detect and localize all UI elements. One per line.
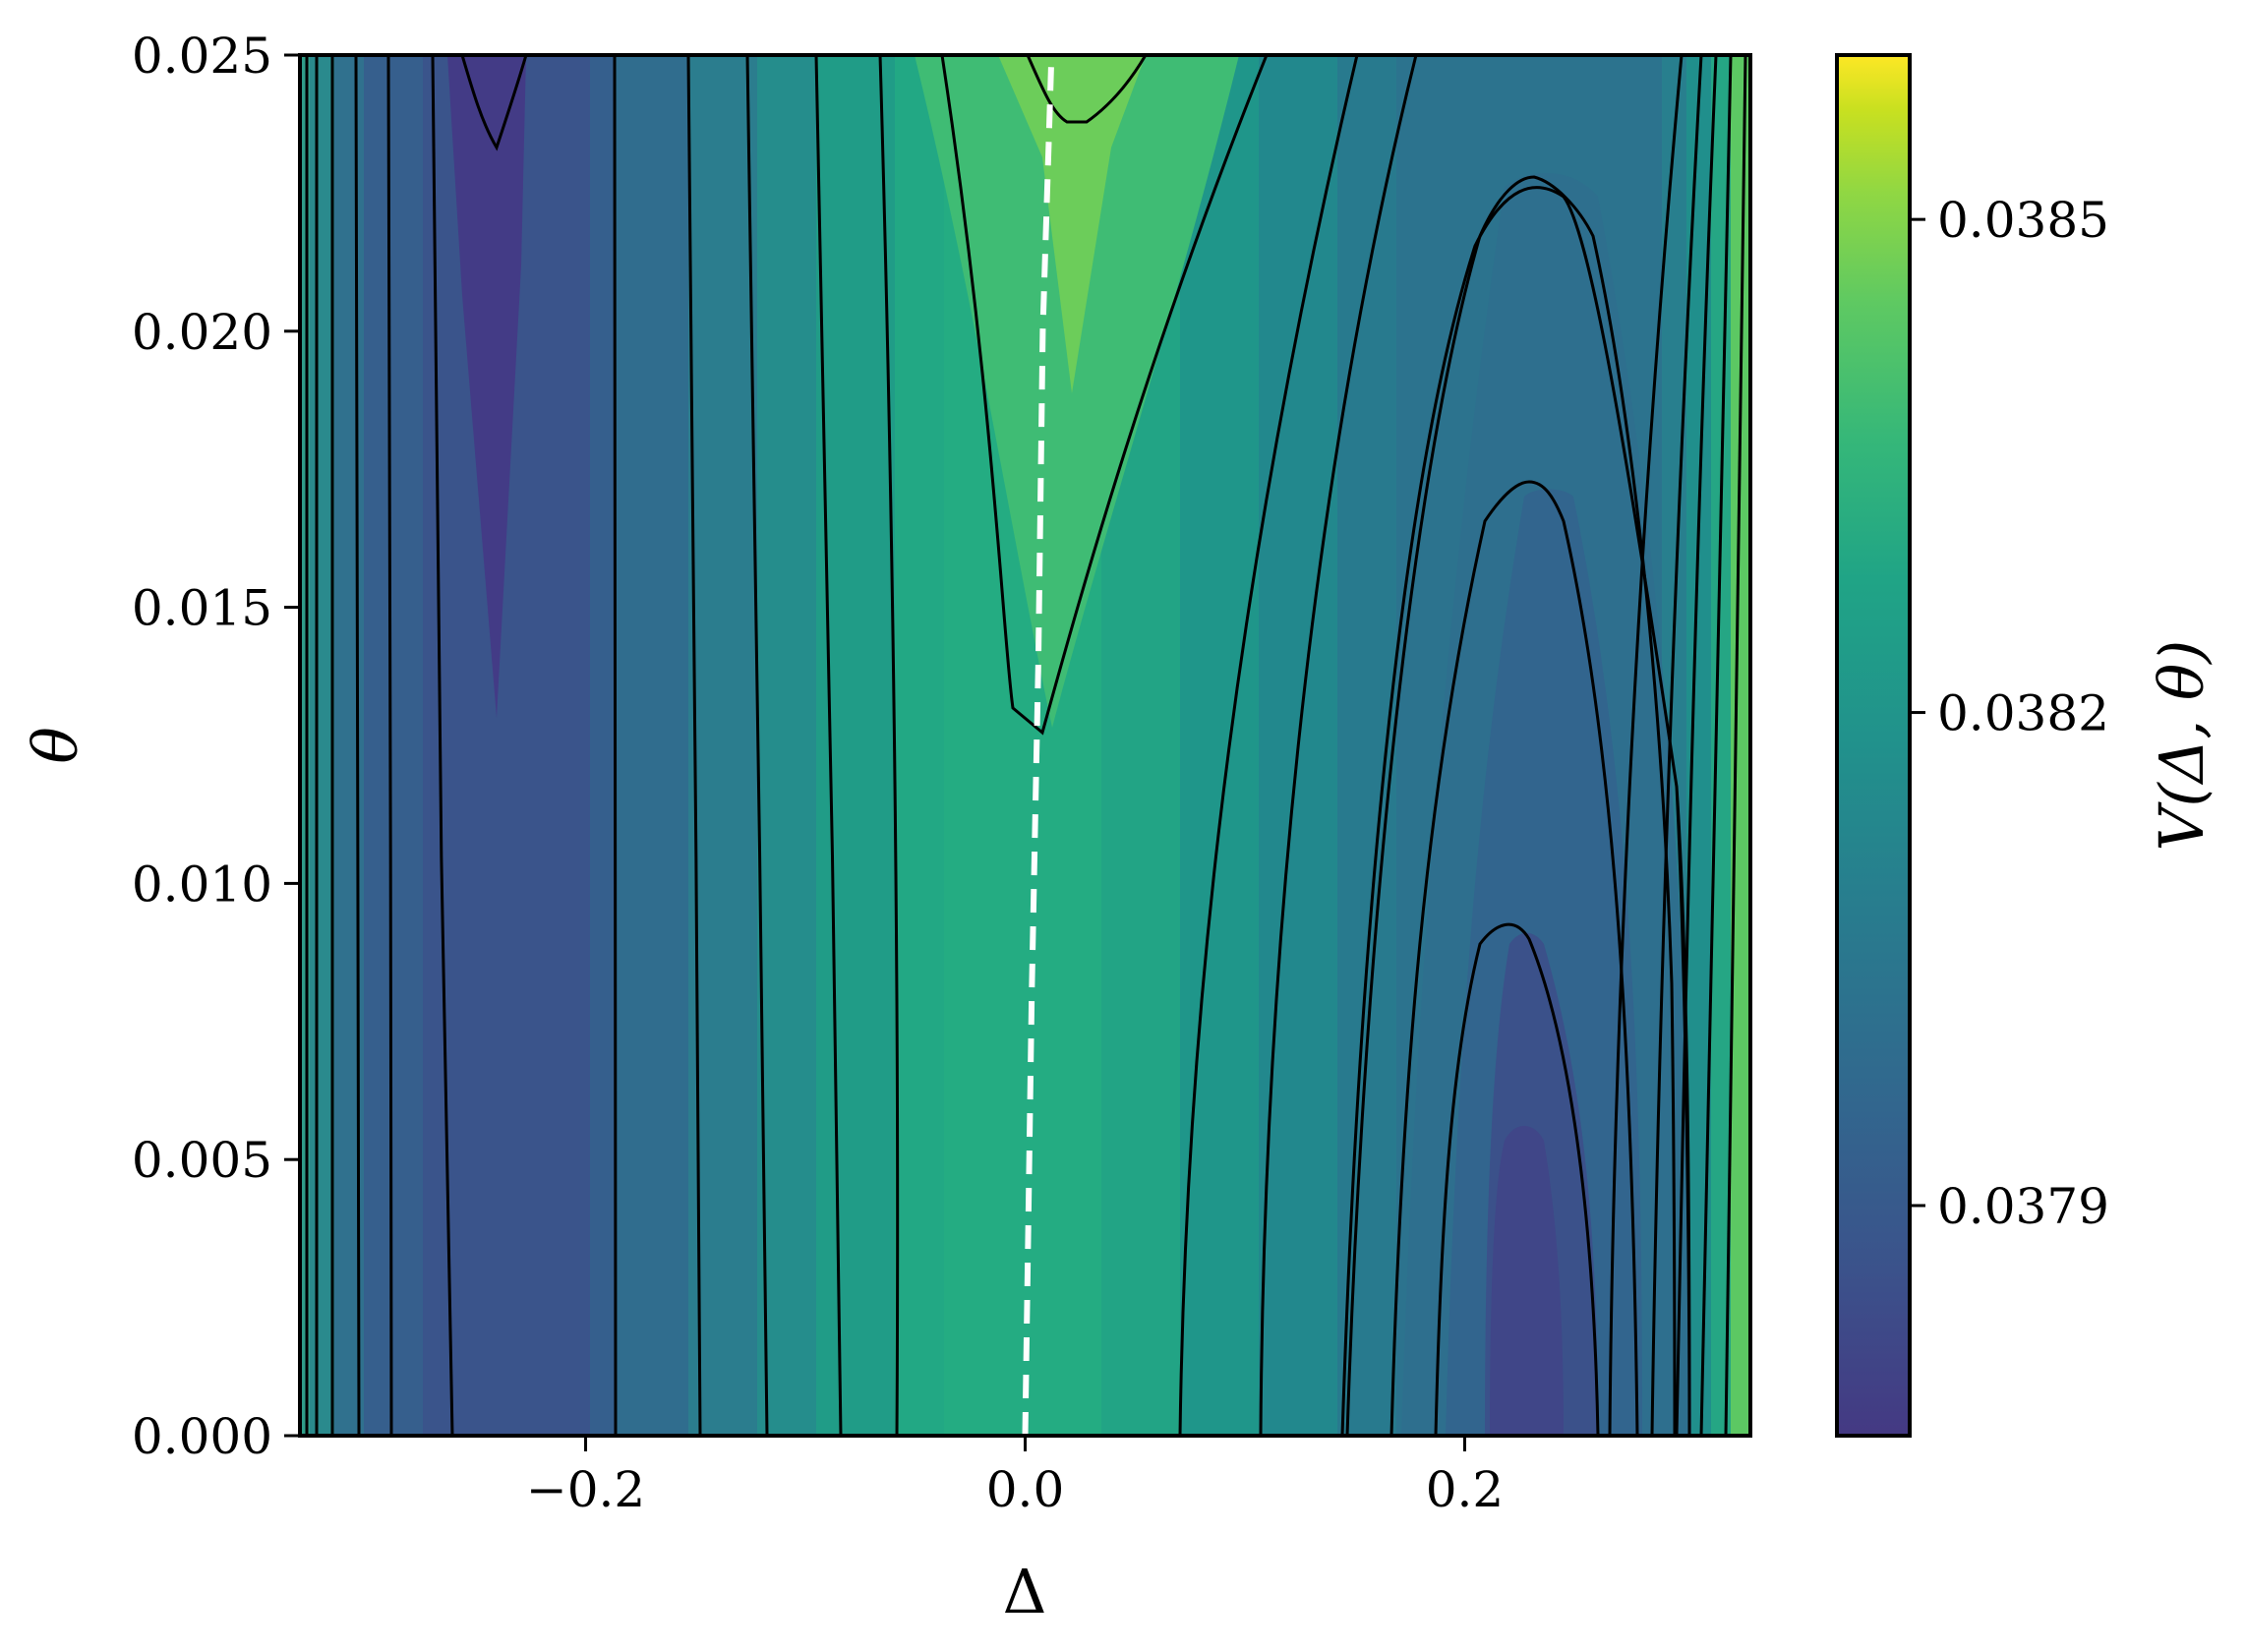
minimum-curve <box>1022 55 1055 1436</box>
contour-line <box>431 55 454 1436</box>
colorbar-tick-label: 0.0382 <box>1937 685 2109 742</box>
contour-line <box>305 55 310 1436</box>
contour-line <box>745 55 769 1436</box>
contour-line <box>1434 922 1600 1436</box>
y-tick-label: 0.005 <box>132 1132 272 1189</box>
contour-fill-top-peak <box>998 55 1146 393</box>
y-axis-ticks: 0.000 0.005 0.010 0.015 0.020 0.025 <box>132 28 300 1465</box>
y-tick-label: 0.025 <box>132 28 272 85</box>
y-tick-label: 0.010 <box>132 856 272 913</box>
contour-fill-band <box>1180 55 1259 1436</box>
contour-line <box>1259 55 1418 1436</box>
x-axis-ticks: −0.2 0.0 0.2 <box>526 1436 1504 1518</box>
contour-line <box>878 55 900 1436</box>
contour-fill-band <box>590 55 615 1436</box>
contour-line <box>354 55 361 1436</box>
contour-fill-band <box>1711 55 1731 1436</box>
contour-line <box>940 55 1269 736</box>
contour-line <box>1650 55 1703 1436</box>
y-tick-label: 0.015 <box>132 580 272 637</box>
y-tick-label: 0.020 <box>132 304 272 361</box>
x-tick-label: −0.2 <box>526 1461 645 1518</box>
contour-fill-top-left-minimum <box>447 55 526 718</box>
contour-line <box>1178 55 1359 1436</box>
contour-fill-band <box>1731 55 1750 1436</box>
colorbar-label: V(Δ, θ) <box>2146 640 2217 852</box>
colorbar-ticks: 0.0379 0.0382 0.0385 <box>1910 192 2109 1235</box>
contour-fill-band <box>310 55 334 1436</box>
colorbar <box>1835 53 1912 1438</box>
colorbar-tick-label: 0.0379 <box>1937 1178 2109 1235</box>
contour-line <box>1724 55 1747 1436</box>
contour-line <box>814 55 843 1436</box>
contour-plot-area <box>300 55 1750 1436</box>
contour-fill-band <box>895 55 944 1436</box>
y-tick-label: 0.000 <box>132 1408 272 1465</box>
contour-line <box>1675 55 1718 1436</box>
x-tick-label: 0.2 <box>1426 1461 1505 1518</box>
contour-fill-band <box>915 55 1239 728</box>
contour-fill-right-basin-core <box>1490 1126 1564 1436</box>
contour-fill-band <box>816 55 895 1436</box>
contour-line <box>1345 175 1677 1436</box>
contour-line <box>1026 55 1148 124</box>
y-axis-label: θ <box>20 727 91 763</box>
contour-line <box>613 55 618 1436</box>
contour-line <box>1340 186 1691 1436</box>
contour-fill-band <box>364 55 423 1436</box>
contour-line <box>386 55 393 1436</box>
contour-line <box>686 55 702 1436</box>
contour-fill-band <box>300 55 310 1436</box>
contour-line <box>460 55 528 151</box>
x-tick-label: 0.0 <box>986 1461 1065 1518</box>
colorbar-tick-label: 0.0385 <box>1937 192 2109 249</box>
contour-fill-band <box>757 55 816 1436</box>
x-axis-label: Δ <box>1003 1556 1047 1627</box>
contour-line <box>1608 55 1684 1436</box>
contour-fill-band <box>615 55 688 1436</box>
